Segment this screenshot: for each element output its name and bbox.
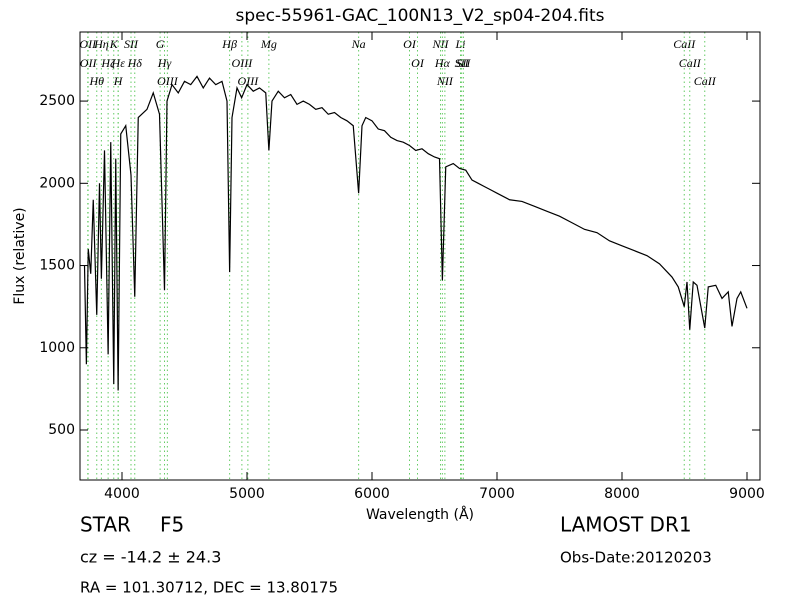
spectral-line-label: Mg <box>260 37 277 51</box>
spectral-line-label: OII <box>80 56 98 70</box>
spectral-line-label: Hε <box>111 56 126 70</box>
plot-frame <box>79 31 761 481</box>
spectral-line-label: SII <box>124 37 139 51</box>
spectrum-line <box>83 75 748 391</box>
survey: LAMOST DR1 <box>560 513 692 537</box>
spectral-line-label: CaII <box>679 56 702 70</box>
spectral-line-label: OIII <box>157 74 179 88</box>
spectral-line-label: Hβ <box>221 37 237 51</box>
spectral-line-label: OII <box>79 37 97 51</box>
spectral-line-label: Hα <box>434 56 451 70</box>
y-axis-label: Flux (relative) <box>12 207 28 304</box>
spectral-line-label: OIII <box>238 74 260 88</box>
spectral-line-label: OI <box>411 56 425 70</box>
chart-title: spec-55961-GAC_100N13_V2_sp04-204.fits <box>235 6 604 26</box>
spectral-line-label: H <box>113 74 124 88</box>
object-class: STAR <box>80 513 131 537</box>
spectral-line-label: K <box>109 37 119 51</box>
y-tick-label: 1000 <box>39 340 75 356</box>
y-tick-label: 500 <box>48 422 75 438</box>
spectral-line-label: CaII <box>673 37 696 51</box>
spectral-line-label: Hδ <box>127 56 143 70</box>
spectral-line-label: SII <box>455 56 470 70</box>
redshift: cz = -14.2 ± 24.3 <box>80 548 221 567</box>
y-tick-label: 1500 <box>39 258 75 274</box>
subclass: F5 <box>160 513 184 537</box>
x-tick-label: 5000 <box>229 486 265 502</box>
spectral-line-label: Na <box>351 37 366 51</box>
x-tick-label: 8000 <box>604 486 640 502</box>
spectral-line-label: Hγ <box>157 56 172 70</box>
spectral-line-label: OI <box>403 37 417 51</box>
spectral-line-label: NII <box>432 37 450 51</box>
x-axis-label: Wavelength (Å) <box>366 506 474 523</box>
x-tick-label: 7000 <box>479 486 515 502</box>
x-tick-label: 9000 <box>729 486 765 502</box>
spectral-line-label: G <box>156 37 165 51</box>
spectral-line-label: SII <box>456 56 471 70</box>
obs-date: Obs-Date:20120203 <box>560 549 712 567</box>
spectral-line-label: NII <box>436 74 454 88</box>
coordinates: RA = 101.30712, DEC = 13.80175 <box>80 579 338 597</box>
y-tick-label: 2000 <box>39 175 75 191</box>
spectral-line-label: Li <box>454 37 465 51</box>
spectral-line-label: OIII <box>232 56 254 70</box>
spectral-line-label: Hη <box>93 37 109 51</box>
spectral-line-label: CaII <box>694 74 717 88</box>
x-tick-label: 6000 <box>354 486 390 502</box>
spectral-line-label: Hθ <box>88 74 104 88</box>
y-tick-label: 2500 <box>39 93 75 109</box>
spectral-line-label: Hζ <box>100 56 116 70</box>
x-tick-label: 4000 <box>104 486 140 502</box>
